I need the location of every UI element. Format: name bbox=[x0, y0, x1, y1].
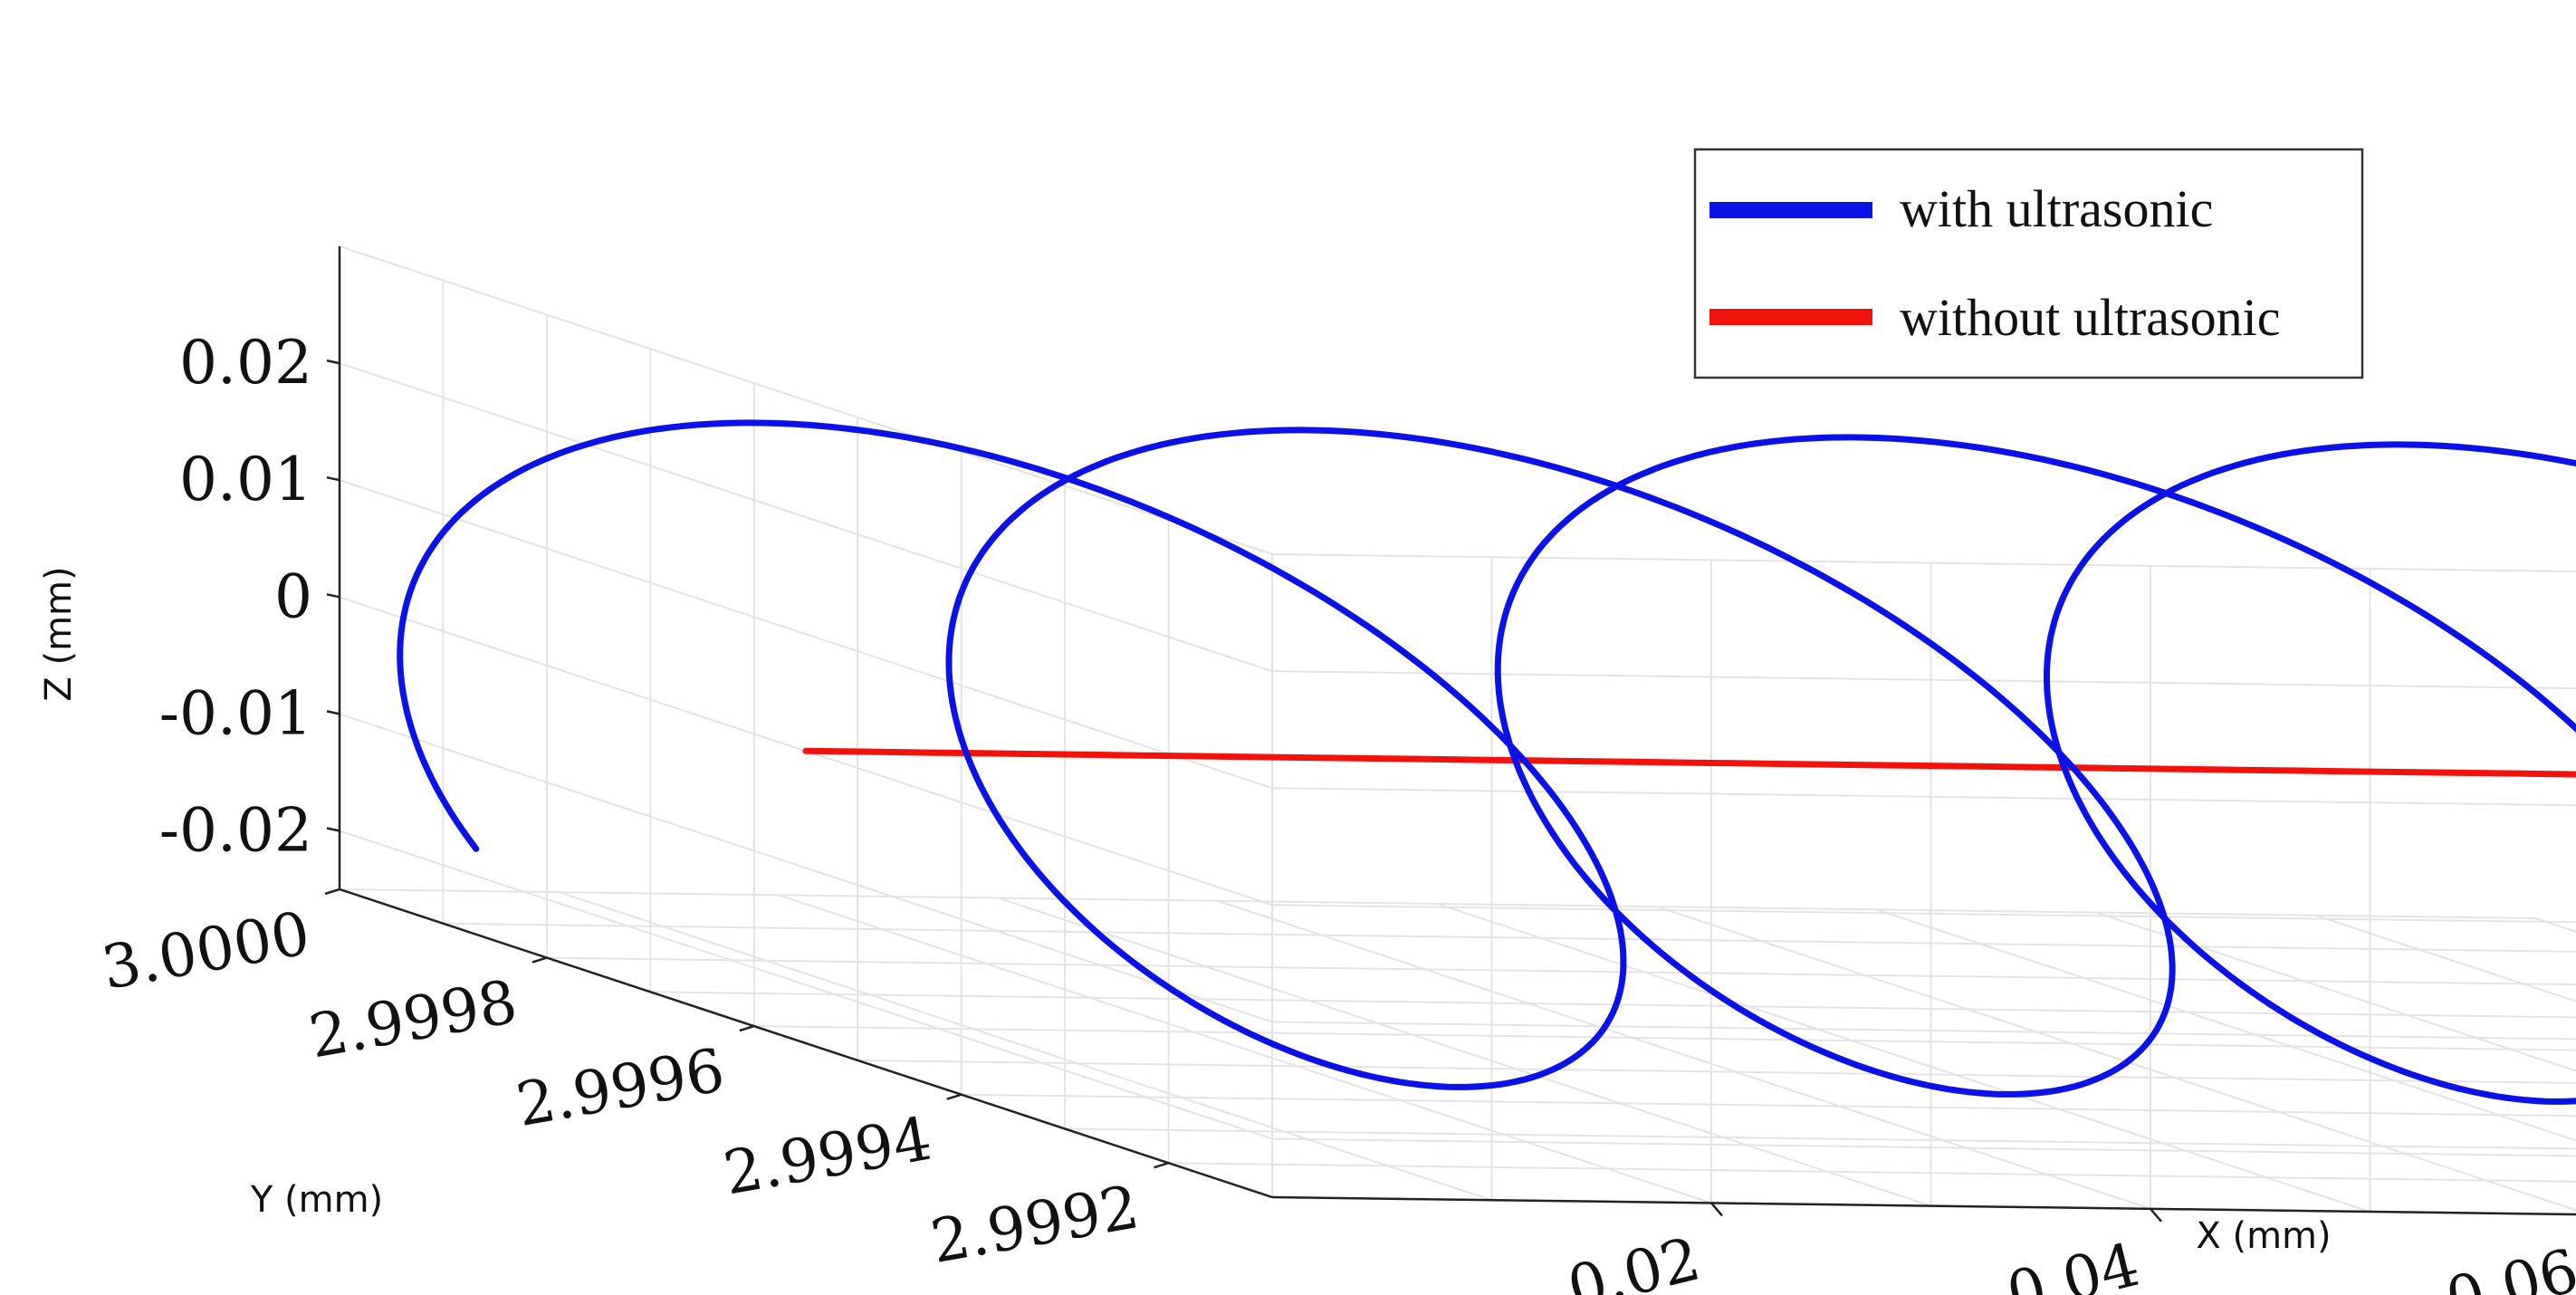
grid-line bbox=[546, 956, 2576, 986]
y-tick-label: 2.9992 bbox=[926, 1172, 1144, 1277]
axis-lines bbox=[338, 246, 2576, 1216]
grid-line bbox=[1271, 670, 2576, 690]
x-axis-title: X (mm) bbox=[2196, 1215, 2331, 1257]
grid-line bbox=[1217, 899, 2151, 1210]
grid-line bbox=[650, 991, 2576, 1019]
legend-box bbox=[1693, 148, 2364, 379]
grid-line bbox=[857, 1059, 2576, 1084]
floor-grid bbox=[339, 888, 2576, 1216]
y-tick-mark bbox=[946, 1093, 962, 1100]
y-tick-label: 2.9996 bbox=[512, 1035, 730, 1140]
z-tick-mark bbox=[326, 827, 340, 832]
grid-line bbox=[339, 479, 1273, 790]
x-tick-label: 0.06 bbox=[2439, 1235, 2576, 1295]
series-line-with-ultrasonic bbox=[397, 419, 2576, 1105]
x-tick-label: 0.04 bbox=[2000, 1230, 2146, 1295]
grid-line bbox=[778, 894, 1712, 1204]
grid-line bbox=[961, 1093, 2576, 1118]
y-tick-label: 3.0000 bbox=[97, 898, 315, 1003]
grid-line bbox=[339, 830, 1273, 1140]
grid-line bbox=[339, 713, 1273, 1023]
y-axis-line bbox=[339, 887, 1273, 1199]
y-tick-mark bbox=[739, 1024, 755, 1032]
z-tick-label: -0.01 bbox=[159, 678, 312, 748]
x-tick-label: 0.02 bbox=[1561, 1223, 1707, 1295]
x-axis-ticks: 0.020.040.060.080.1 bbox=[1561, 1202, 2576, 1295]
z-tick-mark bbox=[326, 593, 340, 599]
z-tick-label: 0.02 bbox=[179, 328, 312, 398]
grid-line bbox=[339, 362, 1273, 673]
grid-line bbox=[1876, 908, 2576, 1142]
grid-line bbox=[1065, 1127, 2576, 1150]
grid-line bbox=[443, 922, 2576, 953]
grid-line bbox=[1271, 1021, 2576, 1041]
grid-line bbox=[1656, 906, 2576, 1212]
grid-line bbox=[339, 888, 2536, 919]
y-tick-mark bbox=[324, 887, 340, 896]
y-tick-mark bbox=[531, 956, 548, 964]
grid-line bbox=[1437, 903, 2370, 1213]
grid-line bbox=[1168, 1162, 2576, 1183]
y-tick-label: 2.9998 bbox=[304, 967, 522, 1072]
grid-line bbox=[1271, 904, 2576, 924]
y-tick-mark bbox=[1154, 1162, 1169, 1169]
x-axis-line bbox=[1271, 1195, 2576, 1216]
grid-line bbox=[2095, 911, 2576, 1072]
z-axis-title: Z (mm) bbox=[38, 566, 80, 701]
z-tick-mark bbox=[326, 710, 340, 715]
z-tick-mark bbox=[326, 475, 340, 482]
legend: with ultrasonic without ultrasonic bbox=[1693, 148, 2364, 379]
legend-label-with-ultrasonic: with ultrasonic bbox=[1900, 179, 2213, 238]
z-tick-label: 0 bbox=[274, 561, 312, 631]
grid-line bbox=[998, 897, 1931, 1207]
y-axis-title: Y (mm) bbox=[250, 1179, 383, 1221]
legend-label-without-ultrasonic: without ultrasonic bbox=[1900, 288, 2280, 347]
z-tick-label: 0.01 bbox=[179, 445, 312, 514]
grid-line bbox=[2534, 917, 2576, 933]
side-wall-grid bbox=[339, 245, 1273, 1197]
z-axis-ticks: 0.02 0.01 0 -0.01 -0.02 bbox=[159, 328, 340, 866]
grid-line bbox=[559, 891, 1492, 1202]
grid-line bbox=[1271, 787, 2576, 807]
back-wall-grid bbox=[1271, 553, 2576, 1212]
x-tick-mark bbox=[1710, 1202, 1723, 1217]
series-line-without-ultrasonic bbox=[802, 747, 2576, 778]
grid-line bbox=[1271, 1137, 2576, 1157]
x-tick-mark bbox=[2150, 1207, 2162, 1223]
y-tick-label: 2.9994 bbox=[719, 1104, 937, 1209]
grid-line bbox=[1271, 553, 2576, 573]
grid-line bbox=[2315, 914, 2576, 1002]
z-tick-mark bbox=[326, 359, 340, 365]
grid-line bbox=[753, 1025, 2576, 1051]
z-tick-label: -0.02 bbox=[159, 796, 312, 866]
grid-line bbox=[339, 245, 1273, 555]
